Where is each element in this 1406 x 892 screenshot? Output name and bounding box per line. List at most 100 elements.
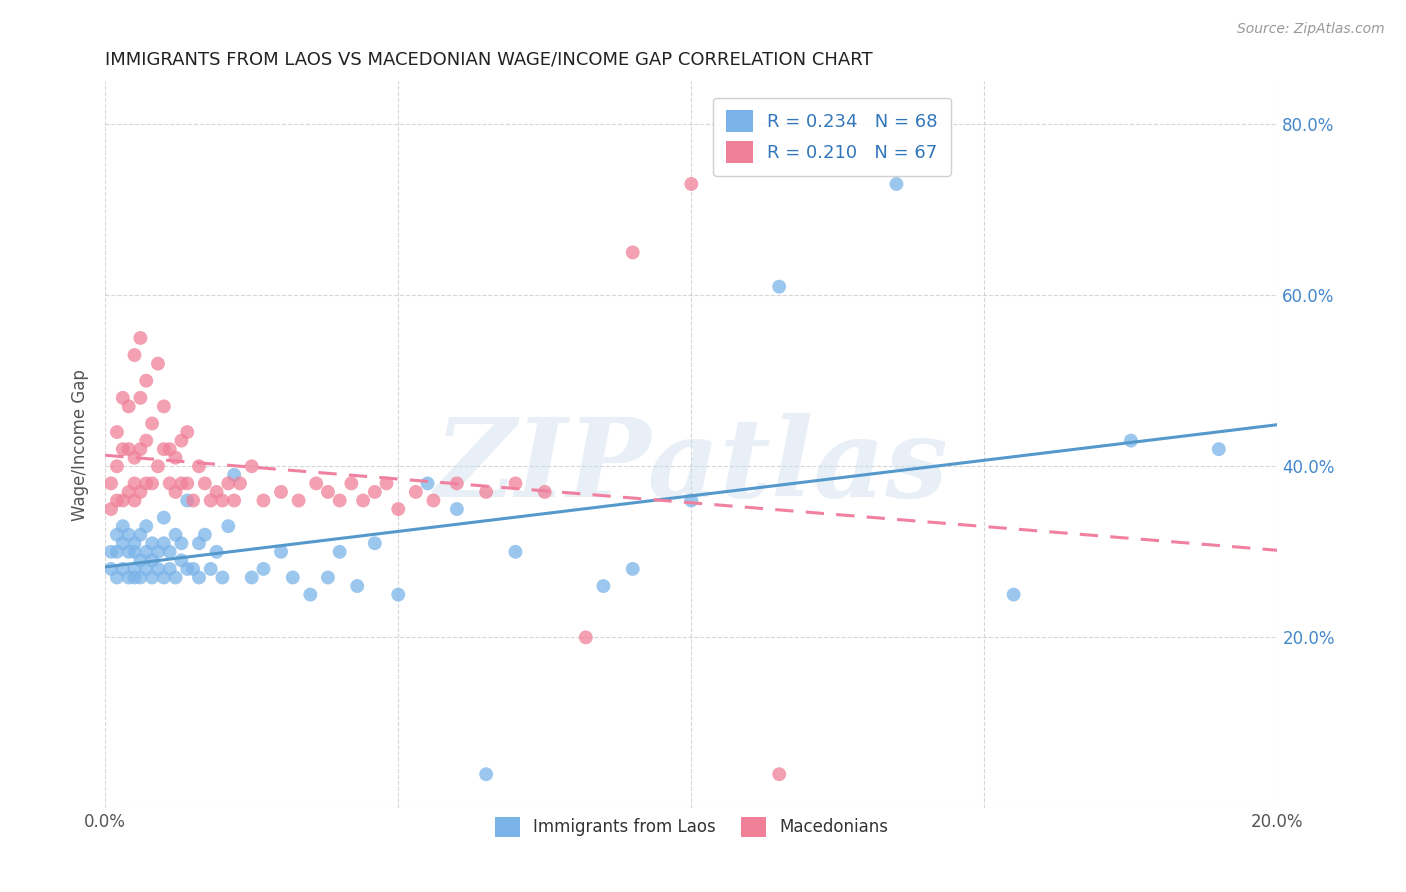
Point [387, 588, 409, 602]
Point [124, 476, 146, 491]
Point [340, 476, 363, 491]
Point [165, 570, 187, 584]
Point [146, 459, 169, 474]
Point [124, 570, 146, 584]
Point [124, 545, 146, 559]
Point [346, 579, 368, 593]
Point [135, 476, 157, 491]
Point [200, 562, 222, 576]
Point [159, 562, 181, 576]
Point [181, 493, 204, 508]
Point [135, 519, 157, 533]
Point [105, 545, 128, 559]
Point [505, 545, 527, 559]
Point [352, 493, 374, 508]
Y-axis label: Wage/Income Gap: Wage/Income Gap [72, 369, 89, 521]
Point [176, 425, 198, 439]
Point [316, 485, 339, 500]
Point [135, 562, 157, 576]
Point [886, 177, 908, 191]
Point [270, 545, 292, 559]
Point [475, 485, 498, 500]
Point [768, 279, 790, 293]
Point [170, 553, 193, 567]
Point [305, 476, 328, 491]
Point [111, 391, 134, 405]
Point [165, 527, 187, 541]
Point [240, 570, 263, 584]
Point [159, 545, 181, 559]
Point [141, 570, 163, 584]
Point [205, 545, 228, 559]
Point [205, 485, 228, 500]
Point [229, 476, 252, 491]
Point [188, 570, 211, 584]
Point [105, 570, 128, 584]
Point [1002, 588, 1025, 602]
Point [200, 493, 222, 508]
Point [416, 476, 439, 491]
Point [111, 519, 134, 533]
Point [211, 493, 233, 508]
Point [129, 570, 152, 584]
Point [129, 391, 152, 405]
Point [118, 485, 141, 500]
Point [224, 493, 246, 508]
Point [118, 570, 141, 584]
Point [124, 536, 146, 550]
Point [124, 562, 146, 576]
Point [211, 570, 233, 584]
Point [129, 527, 152, 541]
Point [146, 562, 169, 576]
Point [1119, 434, 1142, 448]
Point [100, 476, 122, 491]
Point [224, 467, 246, 482]
Point [252, 493, 274, 508]
Point [159, 476, 181, 491]
Point [141, 536, 163, 550]
Point [422, 493, 444, 508]
Point [281, 570, 304, 584]
Point [100, 502, 122, 516]
Point [329, 545, 352, 559]
Point [159, 442, 181, 457]
Point [153, 510, 176, 524]
Point [100, 545, 122, 559]
Point [176, 562, 198, 576]
Point [124, 348, 146, 362]
Point [446, 502, 468, 516]
Point [240, 459, 263, 474]
Point [129, 485, 152, 500]
Point [105, 493, 128, 508]
Point [188, 536, 211, 550]
Point [194, 476, 217, 491]
Point [129, 442, 152, 457]
Point [270, 485, 292, 500]
Text: IMMIGRANTS FROM LAOS VS MACEDONIAN WAGE/INCOME GAP CORRELATION CHART: IMMIGRANTS FROM LAOS VS MACEDONIAN WAGE/… [105, 51, 873, 69]
Point [533, 485, 555, 500]
Point [475, 767, 498, 781]
Point [153, 442, 176, 457]
Text: ZIPatlas: ZIPatlas [434, 413, 948, 520]
Point [146, 357, 169, 371]
Legend: Immigrants from Laos, Macedonians: Immigrants from Laos, Macedonians [488, 810, 894, 844]
Point [1208, 442, 1230, 457]
Point [111, 562, 134, 576]
Point [621, 562, 644, 576]
Point [111, 536, 134, 550]
Point [364, 536, 387, 550]
Point [176, 493, 198, 508]
Point [170, 536, 193, 550]
Point [768, 767, 790, 781]
Point [217, 476, 239, 491]
Point [118, 545, 141, 559]
Point [364, 485, 387, 500]
Point [575, 631, 598, 645]
Point [181, 562, 204, 576]
Point [681, 493, 703, 508]
Point [217, 519, 239, 533]
Point [141, 417, 163, 431]
Point [505, 476, 527, 491]
Point [105, 425, 128, 439]
Point [252, 562, 274, 576]
